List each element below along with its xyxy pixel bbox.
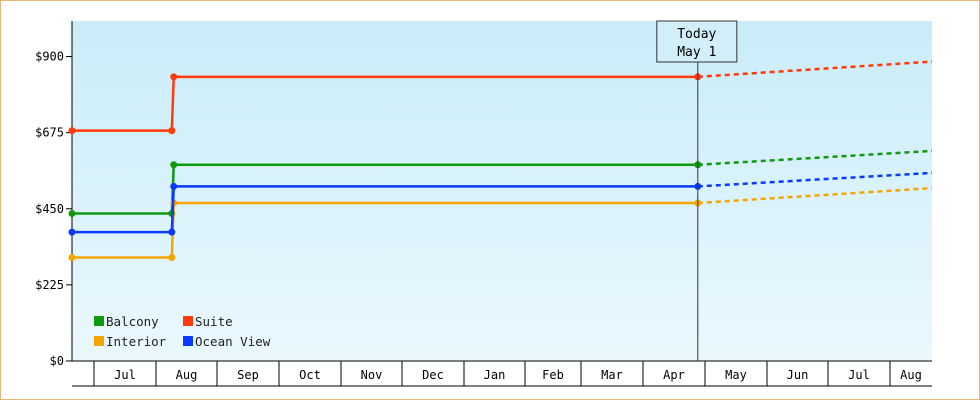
today-marker: Today May 1: [656, 20, 738, 361]
y-axis-ticks: $0 $225 $450 $675 $900: [35, 50, 72, 368]
y-tick-label--675: $675: [35, 126, 64, 140]
x-axis-bands: Jul Aug Sep Oct Nov Dec Jan Feb Mar Apr May Jun Jul A…: [72, 361, 932, 387]
legend-label-suite: Suite: [195, 314, 233, 329]
series-point-suite: [68, 127, 76, 135]
legend-swatch-suite: [183, 316, 193, 326]
x-tick-label-apr: Apr: [663, 368, 685, 382]
series-point-interior: [68, 253, 76, 261]
x-tick-label-jul: Jul: [848, 368, 870, 382]
legend-swatch-ocean-view: [183, 336, 193, 346]
series-line-ocean-view: [72, 185, 698, 234]
axes: [71, 21, 932, 362]
series-forecast-balcony: [697, 149, 933, 167]
series-point-suite: [170, 73, 178, 81]
x-tick-label-aug: Aug: [176, 368, 198, 382]
series-point-balcony: [170, 161, 178, 169]
plot-background: [72, 21, 932, 361]
series-point-balcony: [68, 209, 76, 217]
series-point-suite: [168, 127, 176, 135]
legend-label-interior: Interior: [106, 334, 167, 349]
series-point-ocean-view: [170, 182, 178, 190]
y-tick-label--450: $450: [35, 202, 64, 216]
series-point-ocean-view: [68, 228, 76, 236]
legend-label-ocean-view: Ocean View: [195, 334, 271, 349]
legend-label-balcony: Balcony: [106, 314, 159, 329]
x-tick-label-jan: Jan: [484, 368, 506, 382]
x-tick-label-oct: Oct: [299, 368, 321, 382]
x-tick-label-nov: Nov: [361, 368, 383, 382]
x-tick-label-dec: Dec: [422, 368, 444, 382]
y-tick-label--0: $0: [50, 354, 64, 368]
x-tick-label-jul: Jul: [114, 368, 136, 382]
legend-swatch-interior: [94, 336, 104, 346]
series-forecast-ocean-view: [697, 171, 933, 188]
series-point-ocean-view: [168, 228, 176, 236]
series-forecast-interior: [697, 186, 933, 205]
series-point-interior: [168, 253, 176, 261]
x-tick-label-jun: Jun: [787, 368, 809, 382]
legend: Balcony Suite Interior Ocean View: [94, 314, 271, 349]
y-tick-label--900: $900: [35, 50, 64, 64]
today-label-line1: Today: [677, 27, 716, 42]
x-tick-label-mar: Mar: [601, 368, 623, 382]
x-tick-label-may: May: [725, 368, 747, 382]
series-line-suite: [72, 75, 698, 132]
legend-swatch-balcony: [94, 316, 104, 326]
today-label-line2: May 1: [677, 45, 716, 60]
today-label-box: [656, 20, 738, 63]
series-lines: [68, 60, 933, 261]
x-tick-label-feb: Feb: [542, 368, 564, 382]
series-forecast-suite: [697, 60, 933, 79]
x-tick-label-sep: Sep: [237, 368, 259, 382]
x-tick-label-aug: Aug: [900, 368, 922, 382]
y-tick-label--225: $225: [35, 278, 64, 292]
